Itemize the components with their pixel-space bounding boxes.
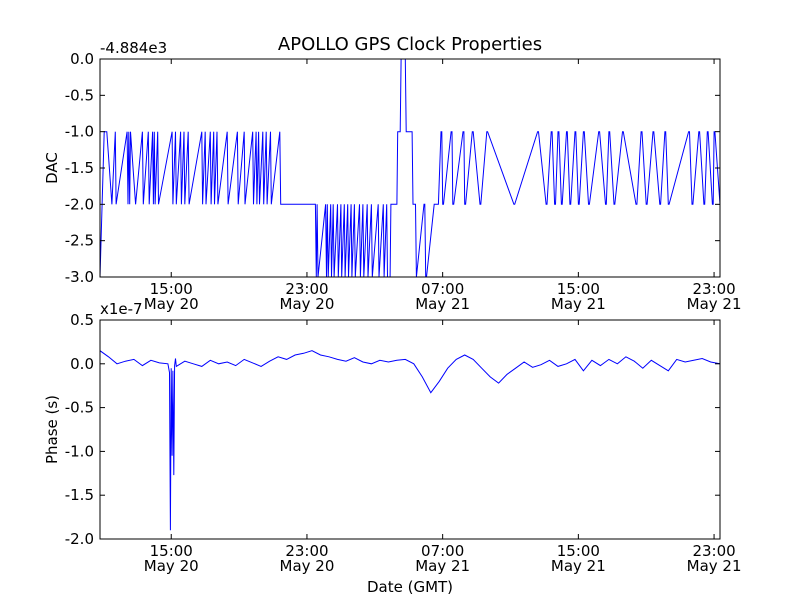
top-x-tick-date: May 20 <box>144 295 199 313</box>
x-axis-label: Date (GMT) <box>367 578 453 596</box>
bottom-y-tick-label: 0.5 <box>70 311 94 329</box>
top-x-tick-time: 23:00 <box>692 280 735 298</box>
top-series-line <box>100 59 720 277</box>
bottom-x-tick-date: May 21 <box>415 557 470 575</box>
top-y-tick-label: -0.5 <box>65 86 94 104</box>
top-y-tick-label: -2.0 <box>65 195 94 213</box>
top-x-tick-date: May 21 <box>415 295 470 313</box>
top-y-tick-label: 0.0 <box>70 50 94 68</box>
top-x-tick-date: May 21 <box>687 295 742 313</box>
bottom-x-tick-time: 15:00 <box>150 542 193 560</box>
top-x-tick-time: 07:00 <box>421 280 464 298</box>
top-x-tick-time: 15:00 <box>557 280 600 298</box>
top-x-tick-date: May 20 <box>280 295 335 313</box>
top-y-axis-label: DAC <box>43 152 61 184</box>
bottom-x-tick-time: 15:00 <box>557 542 600 560</box>
bottom-series-line <box>100 350 720 531</box>
bottom-y-tick-label: -2.0 <box>65 530 94 548</box>
bottom-offset-text: x1e-7 <box>100 300 143 318</box>
bottom-x-tick-date: May 21 <box>687 557 742 575</box>
bottom-y-axis-label: Phase (s) <box>43 395 61 464</box>
top-x-tick-date: May 21 <box>551 295 606 313</box>
top-y-tick-label: -2.5 <box>65 232 94 250</box>
top-x-tick-time: 15:00 <box>150 280 193 298</box>
bottom-x-tick-date: May 21 <box>551 557 606 575</box>
top-y-tick-label: -1.5 <box>65 159 94 177</box>
bottom-x-tick-date: May 20 <box>280 557 335 575</box>
bottom-y-tick-label: -0.5 <box>65 399 94 417</box>
bottom-y-tick-label: -1.5 <box>65 486 94 504</box>
bottom-x-tick-time: 23:00 <box>285 542 328 560</box>
chart-title: APOLLO GPS Clock Properties <box>278 34 542 55</box>
top-y-tick-label: -3.0 <box>65 268 94 286</box>
top-y-tick-label: -1.0 <box>65 123 94 141</box>
top-offset-text: -4.884e3 <box>100 39 167 57</box>
bottom-y-tick-label: -1.0 <box>65 442 94 460</box>
bottom-x-tick-time: 07:00 <box>421 542 464 560</box>
top-x-tick-time: 23:00 <box>285 280 328 298</box>
bottom-axes-frame <box>99 319 721 540</box>
bottom-x-tick-date: May 20 <box>144 557 199 575</box>
bottom-x-tick-time: 23:00 <box>692 542 735 560</box>
bottom-y-tick-label: 0.0 <box>70 355 94 373</box>
